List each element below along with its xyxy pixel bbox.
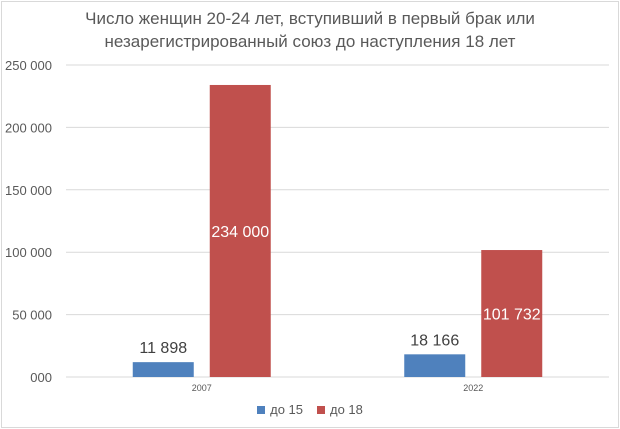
- bar: [209, 84, 271, 377]
- legend: до 15 до 18: [0, 402, 620, 417]
- y-tick-label: 200 000: [5, 120, 52, 135]
- x-tick-label: 2022: [463, 383, 483, 393]
- bar: [132, 362, 194, 377]
- y-tick-label: 100 000: [5, 245, 52, 260]
- bar: [481, 250, 543, 377]
- bar: [404, 354, 466, 377]
- chart-title-line2: незарегистрированный союз до наступления…: [104, 32, 516, 51]
- legend-label: до 18: [330, 402, 363, 417]
- legend-swatch: [257, 405, 266, 414]
- y-tick-label: 250 000: [5, 58, 52, 73]
- legend-label: до 15: [270, 402, 303, 417]
- data-label: 18 166: [410, 332, 459, 349]
- legend-item: до 18: [317, 402, 363, 417]
- chart-title-line1: Число женщин 20-24 лет, вступивший в пер…: [85, 9, 535, 28]
- y-tick-label: 150 000: [5, 183, 52, 198]
- data-label: 101 732: [483, 307, 541, 324]
- y-tick-label: 000: [30, 370, 52, 385]
- x-tick-label: 2007: [192, 383, 212, 393]
- data-label: 234 000: [211, 224, 269, 241]
- y-tick-label: 50 000: [12, 308, 52, 323]
- legend-swatch: [317, 405, 325, 414]
- data-label: 11 898: [139, 340, 187, 357]
- legend-item: до 15: [257, 402, 303, 417]
